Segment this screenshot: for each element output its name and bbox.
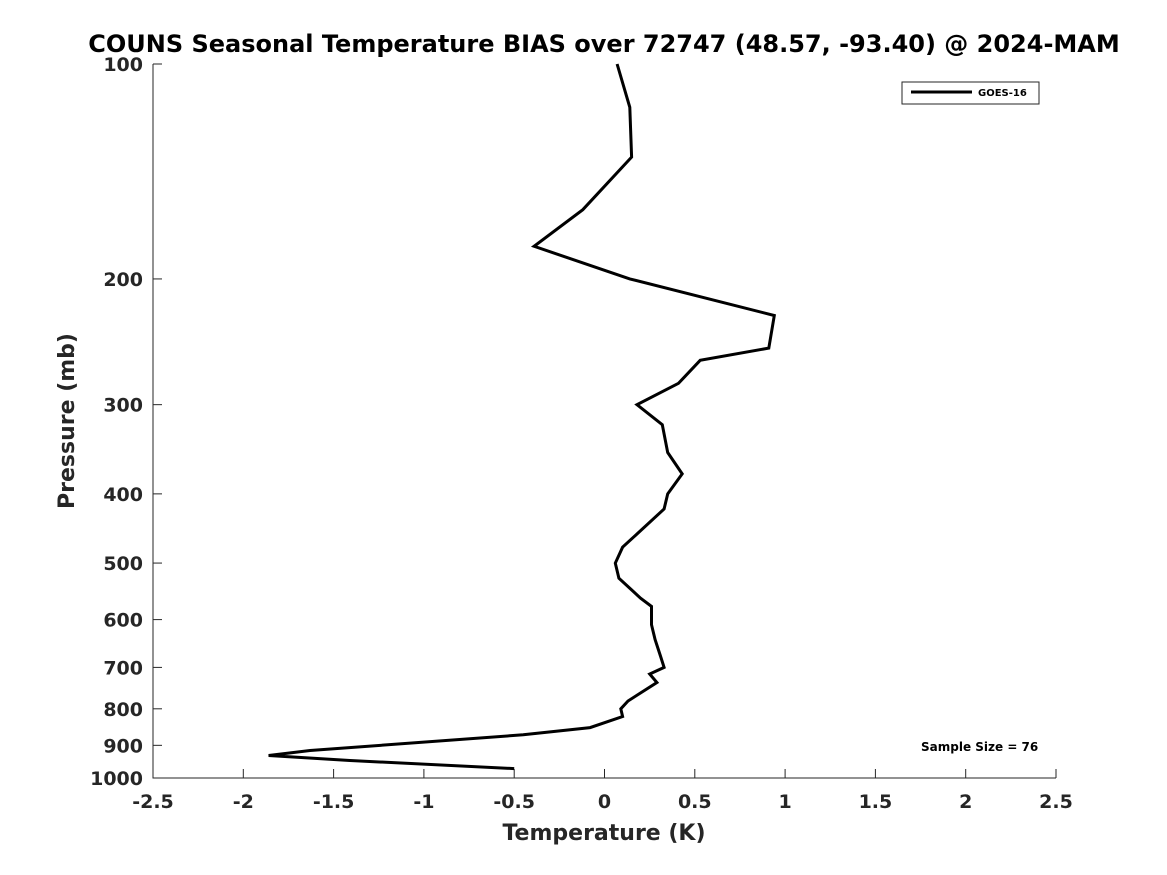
x-tick-label: 1 bbox=[778, 791, 791, 813]
y-tick-label: 500 bbox=[103, 553, 143, 575]
x-tick-label: 2.5 bbox=[1039, 791, 1073, 813]
axes: -2.5 -2 -1.5 -1 -0.5 0 0.5 1 1.5 2 2.5 100 200 300 40… bbox=[90, 54, 1073, 813]
x-tick-label: 1.5 bbox=[859, 791, 893, 813]
y-tick-label: 800 bbox=[103, 699, 143, 721]
series-layer bbox=[268, 63, 777, 771]
x-tick-label: 0.5 bbox=[678, 791, 712, 813]
y-tick-label: 400 bbox=[103, 484, 143, 506]
legend: GOES-16 bbox=[901, 81, 1040, 105]
y-tick-label: 700 bbox=[103, 657, 143, 679]
x-tick-label: 0 bbox=[598, 791, 611, 813]
y-tick-label: 300 bbox=[103, 395, 143, 417]
x-tick-label: -1.5 bbox=[313, 791, 355, 813]
sample-size-annotation: Sample Size = 76 bbox=[921, 740, 1038, 754]
chart-title: COUNS Seasonal Temperature BIAS over 727… bbox=[88, 30, 1120, 58]
y-tick-label: 200 bbox=[103, 269, 143, 291]
x-tick-label: -2.5 bbox=[132, 791, 174, 813]
legend-label-goes-16: GOES-16 bbox=[978, 88, 1027, 99]
y-tick-label: 900 bbox=[103, 735, 143, 757]
x-tick-label: 2 bbox=[959, 791, 972, 813]
x-tick-label: -1 bbox=[413, 791, 434, 813]
x-tick-label: -2 bbox=[233, 791, 254, 813]
y-axis-ticks: 100 200 300 400 500 600 700 800 900 1000 bbox=[90, 54, 162, 790]
x-axis-label: Temperature (K) bbox=[502, 821, 705, 846]
y-tick-label: 600 bbox=[103, 610, 143, 632]
y-axis-label: Pressure (mb) bbox=[55, 333, 80, 509]
y-tick-label: 100 bbox=[103, 54, 143, 76]
y-tick-label: 1000 bbox=[90, 768, 143, 790]
x-axis-ticks: -2.5 -2 -1.5 -1 -0.5 0 0.5 1 1.5 2 2.5 bbox=[132, 769, 1073, 813]
x-tick-label: -0.5 bbox=[493, 791, 535, 813]
series-line-goes-16 bbox=[268, 63, 777, 771]
